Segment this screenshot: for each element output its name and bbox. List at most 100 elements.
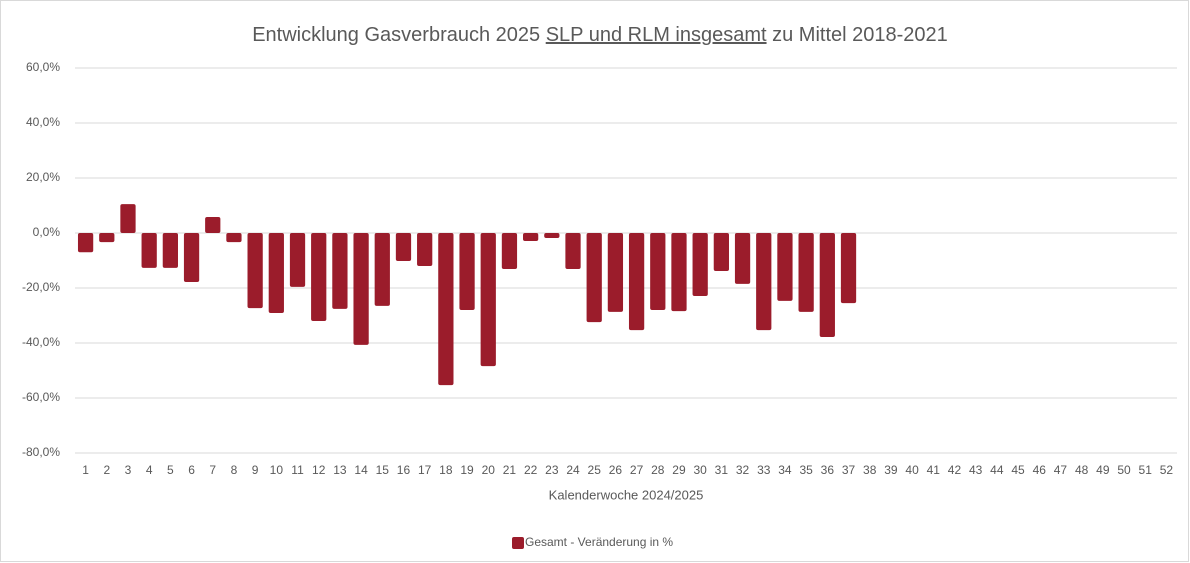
y-tick-label: 20,0%: [26, 170, 60, 184]
y-tick-label: 0,0%: [33, 225, 61, 239]
bar: [650, 233, 666, 310]
x-tick-label: 37: [842, 463, 856, 477]
x-tick-label: 12: [312, 463, 326, 477]
title-part: SLP und RLM insgesamt: [546, 24, 767, 46]
legend-swatch: [512, 537, 524, 549]
x-tick-label: 14: [354, 463, 368, 477]
bar: [756, 233, 772, 331]
bar: [226, 233, 242, 243]
x-tick-label: 52: [1160, 463, 1174, 477]
bar: [798, 233, 814, 312]
bar: [332, 233, 348, 309]
x-tick-label: 51: [1139, 463, 1153, 477]
x-tick-label: 25: [588, 463, 602, 477]
bar: [480, 233, 496, 367]
x-tick-label: 6: [188, 463, 195, 477]
x-tick-label: 41: [927, 463, 941, 477]
bar: [734, 233, 751, 284]
x-tick-label: 5: [167, 463, 174, 477]
bar: [607, 233, 624, 312]
bar: [374, 233, 390, 306]
x-tick-label: 22: [524, 463, 538, 477]
y-tick-label: 60,0%: [26, 60, 60, 74]
x-tick-label: 7: [209, 463, 216, 477]
bar: [141, 233, 157, 268]
x-tick-label: 23: [545, 463, 559, 477]
bar: [311, 233, 327, 321]
bar: [417, 233, 433, 266]
x-tick-label: 50: [1117, 463, 1131, 477]
x-tick-label: 48: [1075, 463, 1089, 477]
bar: [523, 233, 539, 241]
x-tick-label: 9: [252, 463, 259, 477]
bar: [777, 233, 793, 301]
x-tick-label: 3: [125, 463, 132, 477]
bar: [205, 217, 221, 233]
x-tick-label: 32: [736, 463, 750, 477]
x-tick-label: 20: [482, 463, 496, 477]
x-tick-label: 18: [439, 463, 453, 477]
legend-label: Gesamt - Veränderung in %: [525, 535, 673, 549]
x-tick-label: 47: [1054, 463, 1068, 477]
x-tick-label: 43: [969, 463, 983, 477]
x-tick-label: 30: [693, 463, 707, 477]
bar: [671, 233, 687, 312]
x-tick-label: 46: [1033, 463, 1047, 477]
bar: [586, 233, 602, 323]
y-tick-label: 40,0%: [26, 115, 60, 129]
y-tick-label: -20,0%: [22, 280, 60, 294]
bar: [183, 233, 200, 282]
title-part: Entwicklung Gasverbrauch 2025: [252, 24, 546, 46]
x-tick-label: 44: [990, 463, 1004, 477]
bar: [459, 233, 475, 310]
x-tick-label: 40: [905, 463, 919, 477]
x-tick-label: 21: [503, 463, 517, 477]
bar: [120, 204, 136, 233]
bar: [438, 233, 454, 386]
x-tick-label: 11: [291, 463, 304, 477]
x-tick-label: 4: [146, 463, 153, 477]
bar: [544, 233, 560, 238]
bar: [247, 233, 263, 309]
bar: [692, 233, 708, 296]
x-tick-label: 19: [460, 463, 474, 477]
x-tick-label: 26: [609, 463, 623, 477]
bar: [289, 233, 306, 287]
x-tick-label: 42: [948, 463, 962, 477]
x-tick-label: 10: [270, 463, 284, 477]
x-tick-label: 1: [82, 463, 89, 477]
y-tick-label: -40,0%: [22, 335, 60, 349]
x-tick-label: 34: [778, 463, 792, 477]
x-tick-label: 13: [333, 463, 347, 477]
x-tick-label: 38: [863, 463, 877, 477]
x-tick-label: 39: [884, 463, 898, 477]
x-tick-label: 8: [231, 463, 238, 477]
x-axis-label: Kalenderwoche 2024/2025: [549, 487, 704, 502]
bar: [819, 233, 835, 337]
bar: [77, 233, 94, 253]
y-tick-label: -80,0%: [22, 445, 60, 459]
bar: [353, 233, 369, 345]
y-tick-label: -60,0%: [22, 390, 60, 404]
x-tick-label: 16: [397, 463, 411, 477]
chart-title: Entwicklung Gasverbrauch 2025 SLP und RL…: [252, 24, 948, 46]
x-tick-label: 17: [418, 463, 432, 477]
x-tick-label: 33: [757, 463, 771, 477]
bar: [268, 233, 284, 314]
bar: [99, 233, 115, 243]
x-tick-label: 2: [103, 463, 110, 477]
x-tick-label: 24: [566, 463, 580, 477]
bar: [713, 233, 729, 271]
x-tick-label: 15: [376, 463, 390, 477]
x-tick-label: 36: [821, 463, 835, 477]
bar: [162, 233, 178, 268]
bar: [501, 233, 518, 270]
x-tick-label: 31: [715, 463, 729, 477]
x-tick-label: 28: [651, 463, 665, 477]
x-tick-label: 49: [1096, 463, 1110, 477]
x-tick-label: 27: [630, 463, 644, 477]
x-tick-label: 29: [672, 463, 686, 477]
bar: [565, 233, 581, 270]
x-tick-label: 35: [799, 463, 813, 477]
